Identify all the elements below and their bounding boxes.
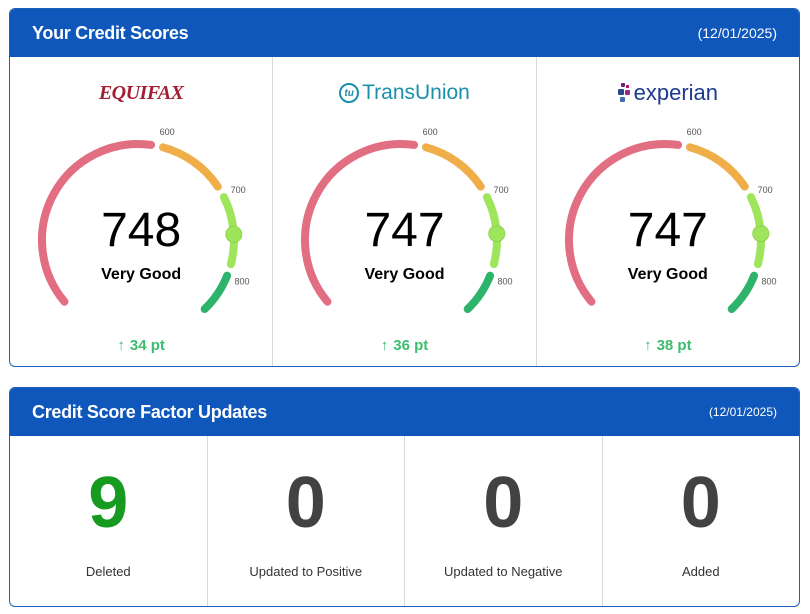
gauge-band-fair (422, 143, 486, 191)
arrow-up-icon: ↑ (380, 337, 389, 354)
factor-updates-list: 9 Deleted 0 Updated to Positive 0 Update… (10, 436, 799, 606)
experian-logo-mark (617, 82, 632, 104)
gauge-band-fair (158, 143, 222, 191)
factor-added: 0 Added (601, 436, 800, 606)
factor-deleted: 9 Deleted (10, 436, 207, 606)
gauge-band-excellent (200, 271, 232, 314)
gauge-score-marker (751, 225, 769, 243)
gauge-tick-label: 600 (423, 127, 438, 137)
experian-change-value: 38 pt (656, 337, 692, 354)
transunion-rating: Very Good (364, 266, 445, 283)
credit-scores-header: Your Credit Scores (12/01/2025) (10, 9, 799, 57)
added-label: Added (681, 564, 720, 579)
equifax-change-value: 34 pt (129, 337, 165, 354)
arrow-up-icon: ↑ (644, 337, 652, 354)
factor-updates-header: Credit Score Factor Updates (12/01/2025) (10, 388, 799, 436)
updated-negative-label: Updated to Negative (443, 564, 563, 579)
experian-logo-text: experian (633, 80, 719, 105)
experian-logo: experian (537, 77, 799, 109)
added-count: 0 (680, 463, 721, 543)
gauge-tick-label: 800 (498, 277, 513, 287)
gauge-band-poor (564, 140, 682, 306)
bureau-scores: EQUIFAX 600 700 800 748 Very Good ↑ 34 pt … (10, 57, 799, 366)
gauge-tick-label: 700 (757, 185, 772, 195)
experian-rating: Very Good (627, 266, 708, 283)
factor-updates-date: (12/01/2025) (708, 405, 777, 419)
transunion-score-gauge: 600 700 800 (301, 127, 513, 314)
equifax-logo-text: EQUIFAX (98, 81, 184, 104)
gauge-tick-label: 800 (761, 277, 776, 287)
factor-updates-card: Credit Score Factor Updates (12/01/2025)… (9, 387, 800, 607)
experian-score-change: ↑ 38 pt (537, 337, 799, 354)
equifax-score: 748 (101, 204, 182, 257)
transunion-logo: tu TransUnion (273, 77, 535, 109)
bureau-transunion: tu TransUnion 600 700 800 747 Very Good ↑ … (272, 57, 535, 366)
gauge-band-excellent (464, 271, 495, 314)
gauge-band-poor (38, 140, 156, 306)
transunion-score-change: ↑ 36 pt (273, 337, 535, 354)
factor-updated-negative: 0 Updated to Negative (404, 436, 602, 606)
bureau-experian: experian 600 700 800 747 Very Good ↑ 38 pt (535, 57, 799, 366)
gauge-score-marker (225, 225, 243, 243)
gauge-band-poor (301, 140, 419, 306)
deleted-count: 9 (88, 463, 129, 543)
equifax-logo: EQUIFAX (10, 77, 272, 109)
experian-score-gauge: 600 700 800 (564, 127, 776, 314)
gauge-band-fair (685, 143, 749, 191)
experian-score: 747 (627, 204, 708, 257)
arrow-up-icon: ↑ (117, 337, 125, 354)
gauge-tick-label: 800 (234, 277, 249, 287)
equifax-score-gauge: 600 700 800 (38, 127, 250, 314)
transunion-logo-text: TransUnion (362, 81, 470, 104)
gauge-tick-label: 600 (686, 127, 701, 137)
credit-scores-date: (12/01/2025) (697, 25, 777, 41)
gauge-tick-label: 700 (494, 185, 509, 195)
gauge-band-excellent (727, 271, 758, 314)
deleted-label: Deleted (85, 564, 131, 579)
transunion-change-value: 36 pt (393, 337, 429, 354)
updated-positive-label: Updated to Positive (249, 564, 363, 579)
factor-updated-positive: 0 Updated to Positive (206, 436, 405, 606)
gauge-tick-label: 700 (231, 185, 246, 195)
transunion-logo-mark: tu (339, 83, 360, 103)
gauge-tick-label: 600 (160, 127, 175, 137)
gauge-score-marker (488, 225, 506, 243)
credit-scores-card: Your Credit Scores (12/01/2025) EQUIFAX … (9, 8, 800, 367)
transunion-score: 747 (364, 204, 445, 257)
bureau-equifax: EQUIFAX 600 700 800 748 Very Good ↑ 34 pt (10, 57, 272, 366)
factor-updates-title: Credit Score Factor Updates (32, 401, 267, 422)
equifax-rating: Very Good (101, 266, 182, 283)
credit-scores-title: Your Credit Scores (32, 22, 189, 43)
updated-positive-count: 0 (285, 463, 326, 543)
updated-negative-count: 0 (483, 463, 524, 543)
equifax-score-change: ↑ 34 pt (10, 337, 272, 354)
